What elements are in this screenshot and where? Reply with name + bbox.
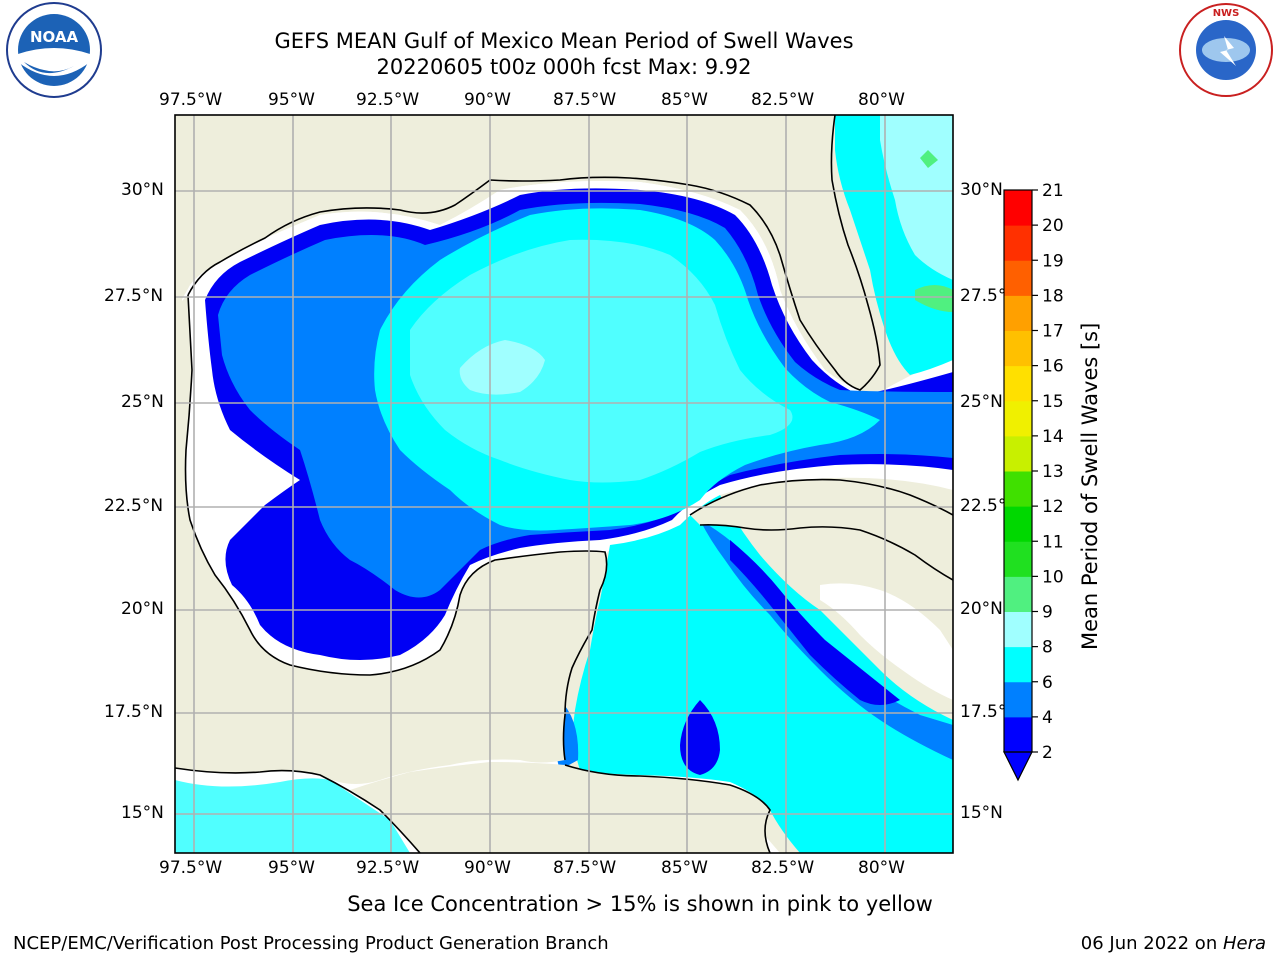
colorbar-label: Mean Period of Swell Waves [s] xyxy=(1078,322,1102,650)
lat-label: 17.5°N xyxy=(104,702,164,722)
colorbar-band xyxy=(1004,330,1032,367)
lon-label: 97.5°W xyxy=(159,90,223,110)
lon-label: 85°W xyxy=(661,90,708,110)
lon-label: 87.5°W xyxy=(553,90,617,110)
colorbar-tick-label: 6 xyxy=(1042,673,1053,693)
lon-label: 85°W xyxy=(661,858,708,878)
footer-date-text: 06 Jun 2022 on xyxy=(1080,933,1223,954)
colorbar-band xyxy=(1004,400,1032,437)
colorbar-band xyxy=(1004,576,1032,612)
lon-label: 95°W xyxy=(268,90,315,110)
lon-label: 97.5°W xyxy=(159,858,223,878)
colorbar-band xyxy=(1004,435,1032,472)
chart-subtitle: 20220605 t00z 000h fcst Max: 9.92 xyxy=(376,55,752,79)
map-field xyxy=(175,115,953,853)
colorbar-tick-label: 18 xyxy=(1042,286,1064,306)
colorbar-tick-label: 10 xyxy=(1042,567,1064,587)
colorbar-tick-label: 21 xyxy=(1042,181,1064,201)
colorbar-band xyxy=(1004,190,1032,226)
colorbar-band xyxy=(1004,716,1032,753)
lon-label: 95°W xyxy=(268,858,315,878)
lat-label: 30°N xyxy=(121,180,164,200)
lat-label: 20°N xyxy=(121,599,164,619)
colorbar: 2 4 6 8 9 10 11 12 13 14 15 16 17 18 19 20 21 xyxy=(1003,181,1064,782)
lon-label: 87.5°W xyxy=(553,858,617,878)
colorbar-tick-label: 19 xyxy=(1042,251,1064,271)
lat-label: 27.5°N xyxy=(104,286,164,306)
noaa-logo: NOAA xyxy=(6,2,102,98)
colorbar-tick-label: 11 xyxy=(1042,532,1064,552)
colorbar-tick-label: 14 xyxy=(1042,427,1064,447)
lon-label: 80°W xyxy=(858,858,905,878)
lon-label: 92.5°W xyxy=(356,90,420,110)
lon-label: 80°W xyxy=(858,90,905,110)
colorbar-tick-label: 13 xyxy=(1042,462,1064,482)
lat-label: 22.5°N xyxy=(104,496,164,516)
sea-ice-note: Sea Ice Concentration > 15% is shown in … xyxy=(347,892,933,916)
lon-label: 90°W xyxy=(464,858,511,878)
colorbar-tick-label: 16 xyxy=(1042,357,1064,377)
colorbar-tick-label: 9 xyxy=(1042,603,1053,623)
national-weather-service-logo: NWS xyxy=(1179,3,1273,97)
colorbar-band xyxy=(1004,506,1032,542)
colorbar-band xyxy=(1004,260,1032,296)
colorbar-tick-label: 20 xyxy=(1042,216,1064,236)
chart-title: GEFS MEAN Gulf of Mexico Mean Period of … xyxy=(274,29,854,53)
colorbar-tick-label: 4 xyxy=(1042,708,1053,728)
lat-label: 27.5° xyxy=(960,286,1007,306)
colorbar-extend-arrow xyxy=(1003,751,1033,782)
colorbar-band xyxy=(1004,646,1032,683)
lon-label: 82.5°W xyxy=(751,90,815,110)
colorbar-band xyxy=(1004,365,1032,402)
lat-label: 25°N xyxy=(121,392,164,412)
footer-date: 06 Jun 2022 on Hera xyxy=(1081,933,1266,954)
lat-label: 15°N xyxy=(960,803,1003,823)
lat-label: 22.5° xyxy=(960,496,1007,516)
lon-label: 90°W xyxy=(464,90,511,110)
lat-label: 25°N xyxy=(960,392,1003,412)
noaa-logo-text: NOAA xyxy=(30,28,79,46)
lon-label: 82.5°W xyxy=(751,858,815,878)
colorbar-tick-label: 12 xyxy=(1042,497,1064,517)
lon-label: 92.5°W xyxy=(356,858,420,878)
colorbar-band xyxy=(1004,541,1032,577)
footer-machine: Hera xyxy=(1222,933,1266,954)
colorbar-tick-label: 2 xyxy=(1042,743,1053,763)
colorbar-band xyxy=(1004,611,1032,648)
map-frame xyxy=(174,114,954,854)
colorbar-tick-label: 15 xyxy=(1042,392,1064,412)
lat-label: 15°N xyxy=(121,803,164,823)
colorbar-band xyxy=(1004,471,1032,507)
svg-text:NWS: NWS xyxy=(1213,8,1240,19)
footer-credit: NCEP/EMC/Verification Post Processing Pr… xyxy=(13,933,609,954)
lat-label: 17.5° xyxy=(960,702,1007,722)
colorbar-band xyxy=(1004,681,1032,718)
colorbar-band xyxy=(1004,225,1032,261)
colorbar-band xyxy=(1004,295,1032,331)
colorbar-tick-label: 8 xyxy=(1042,638,1053,658)
lat-label: 20°N xyxy=(960,599,1003,619)
lat-label: 30°N xyxy=(960,180,1003,200)
colorbar-tick-label: 17 xyxy=(1042,322,1064,342)
